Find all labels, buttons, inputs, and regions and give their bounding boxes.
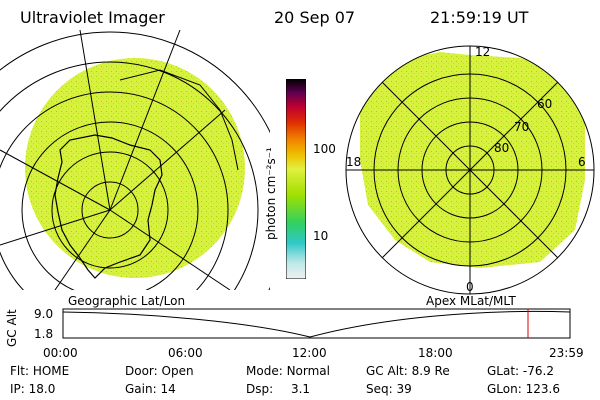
- alt-xtick-1: 06:00: [168, 346, 203, 360]
- lon-line: [0, 209, 111, 246]
- left-panel-caption: Geographic Lat/Lon: [68, 294, 186, 308]
- mlt-label-right: 6: [578, 155, 586, 169]
- status-ip: IP: 18.0: [10, 382, 56, 396]
- lon-line: [54, 209, 111, 290]
- right-panel-caption: Apex MLat/MLT: [426, 294, 516, 308]
- lat-circle: [0, 61, 259, 290]
- status-seq: Seq: 39: [366, 382, 412, 396]
- lat-circle: [0, 31, 270, 290]
- status-glat: GLat: -76.2: [487, 364, 554, 378]
- lon-line: [109, 109, 226, 211]
- lon-line: [0, 149, 111, 211]
- alt-xtick-4: 23:59: [549, 346, 584, 360]
- mlt-line-diag: [381, 81, 559, 259]
- instrument-title: Ultraviolet Imager: [20, 8, 165, 27]
- lon-line: [79, 30, 111, 211]
- geographic-image: [0, 30, 270, 290]
- altitude-plot-frame: [62, 308, 571, 339]
- status-gain: Gain: 14: [125, 382, 176, 396]
- status-flight: Flt: HOME: [10, 364, 70, 378]
- date-label: 20 Sep 07: [274, 8, 356, 27]
- alt-xtick-2: 12:00: [292, 346, 327, 360]
- altitude-curve: [62, 310, 571, 338]
- right-image-fill: [360, 52, 585, 268]
- altitude-plot: [62, 308, 571, 339]
- status-door: Door: Open: [125, 364, 194, 378]
- alt-ytick-top: 9.0: [34, 307, 54, 321]
- colorbar-unit-label: photon cm⁻²s⁻¹: [264, 147, 278, 240]
- coastline-fragment: [119, 69, 239, 171]
- antarctica-coastline: [54, 134, 163, 279]
- mlat-label-80: 80: [494, 141, 510, 155]
- lat-circle: [21, 121, 199, 290]
- alt-xtick-3: 18:00: [418, 346, 453, 360]
- alt-axis-label: GC Alt: [5, 309, 19, 347]
- lat-circle: [81, 181, 139, 239]
- colorbar-tick-100: 100: [313, 142, 336, 156]
- alt-ytick-bottom: 1.8: [34, 327, 54, 341]
- mlt-label-bottom: 0: [466, 280, 474, 294]
- alt-xtick-0: 00:00: [43, 346, 78, 360]
- mlt-label-top: 12: [475, 45, 491, 59]
- colorbar: [286, 79, 306, 279]
- lat-circle: [0, 91, 229, 290]
- lon-line: [109, 30, 181, 211]
- mlt-label-left: 18: [346, 155, 362, 169]
- time-label: 21:59:19 UT: [430, 8, 529, 27]
- lat-circle: [51, 151, 169, 269]
- status-gc-alt: GC Alt: 8.9 Re: [366, 364, 450, 378]
- lon-line: [109, 209, 231, 290]
- mlat-label-70: 70: [514, 120, 530, 134]
- left-image-disk: [25, 58, 245, 278]
- magnetic-image: [345, 45, 595, 295]
- status-glon: GLon: 123.6: [487, 382, 560, 396]
- colorbar-tick-10: 10: [313, 229, 329, 243]
- status-dsp: Dsp: 3.1: [246, 382, 311, 396]
- mlat-label-60: 60: [537, 97, 553, 111]
- status-mode: Mode: Normal: [246, 364, 330, 378]
